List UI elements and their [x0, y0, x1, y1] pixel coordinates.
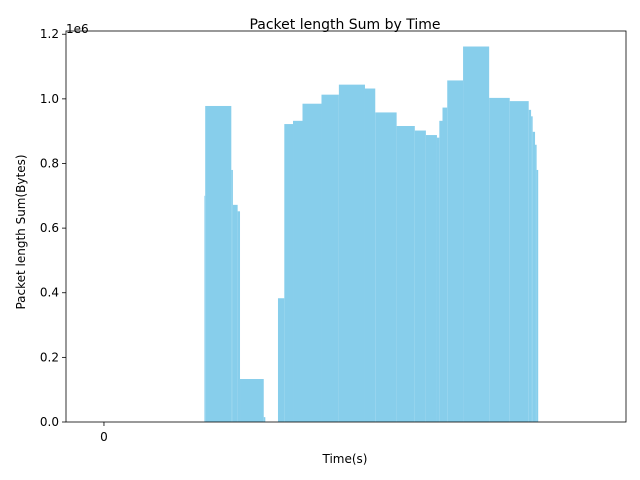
bar-24 — [509, 101, 529, 423]
bar-15 — [396, 126, 415, 422]
bar-16 — [414, 130, 426, 422]
y-tick-label-5: 1.0 — [40, 92, 59, 106]
bar-0 — [204, 195, 206, 422]
y-ticks: 0.0 0.2 0.4 0.6 0.8 1.0 1.2 — [40, 27, 66, 429]
bar-25 — [528, 109, 532, 422]
bars-layer — [204, 46, 539, 423]
x-ticks: 0 — [100, 422, 108, 444]
y-tick-label-1: 0.2 — [40, 350, 59, 364]
bar-6 — [263, 417, 266, 422]
bar-14 — [375, 112, 397, 423]
bar-28 — [535, 144, 537, 422]
axes-frame — [65, 30, 627, 423]
plot-frame — [65, 30, 627, 423]
bar-5 — [240, 379, 264, 422]
y-tick-label-4: 0.8 — [40, 156, 59, 170]
bar-22 — [463, 46, 490, 422]
bar-3 — [232, 204, 238, 422]
y-offset-label: 1e6 — [66, 22, 89, 36]
bar-21 — [447, 80, 464, 422]
y-tick-label-6: 1.2 — [40, 27, 59, 41]
bar-1 — [205, 105, 232, 422]
x-axis-label: Time(s) — [322, 452, 368, 466]
bar-2 — [231, 169, 233, 422]
bar-13 — [364, 88, 376, 423]
y-tick-label-0: 0.0 — [40, 415, 59, 429]
y-axis-label: Packet length Sum(Bytes) — [14, 154, 28, 309]
bar-4 — [237, 211, 241, 422]
x-tick-label-0: 0 — [100, 430, 108, 444]
bar-20 — [442, 107, 448, 422]
bar-17 — [425, 135, 437, 423]
bar-10 — [302, 103, 322, 423]
y-tick-label-2: 0.4 — [40, 286, 59, 300]
bar-26 — [531, 116, 533, 422]
bar-7 — [277, 298, 285, 422]
y-tick-label-3: 0.6 — [40, 221, 59, 235]
bar-27 — [532, 131, 536, 422]
bar-19 — [439, 120, 443, 422]
chart-title: Packet length Sum by Time — [249, 17, 440, 33]
bar-23 — [489, 97, 510, 422]
bar-29 — [536, 169, 539, 422]
bar-12 — [338, 84, 365, 422]
bar-11 — [321, 94, 339, 422]
bar-9 — [293, 120, 303, 422]
bar-8 — [284, 124, 294, 422]
bar-18 — [436, 137, 440, 422]
